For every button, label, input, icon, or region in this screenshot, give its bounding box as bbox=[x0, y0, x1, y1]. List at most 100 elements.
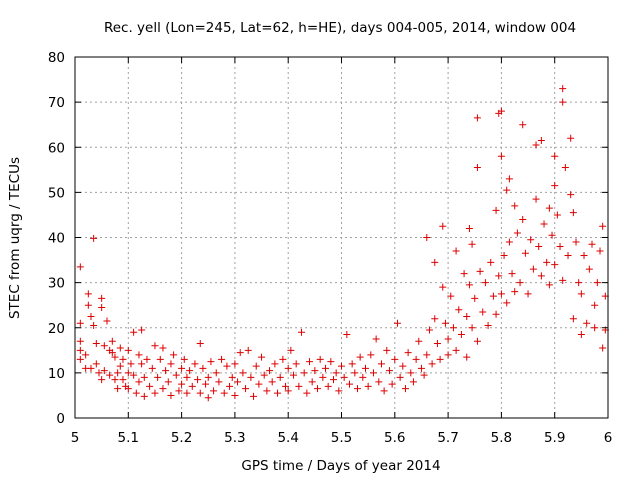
data-point bbox=[545, 204, 553, 212]
data-point bbox=[132, 389, 140, 397]
data-point bbox=[135, 378, 143, 386]
data-point bbox=[569, 209, 577, 217]
data-point bbox=[497, 107, 505, 115]
data-point bbox=[567, 191, 575, 199]
data-point bbox=[473, 114, 481, 122]
data-point bbox=[463, 312, 471, 320]
data-point bbox=[591, 301, 599, 309]
data-point bbox=[569, 315, 577, 323]
data-point bbox=[172, 371, 180, 379]
data-point bbox=[330, 376, 338, 384]
data-point bbox=[481, 279, 489, 287]
data-point bbox=[516, 279, 524, 287]
data-point bbox=[234, 378, 242, 386]
data-point bbox=[215, 378, 223, 386]
data-point bbox=[231, 360, 239, 368]
data-point bbox=[529, 265, 537, 273]
data-point bbox=[588, 240, 596, 248]
data-point bbox=[431, 258, 439, 266]
data-point bbox=[351, 369, 359, 377]
data-point bbox=[380, 387, 388, 395]
data-point bbox=[564, 252, 572, 260]
data-point bbox=[572, 238, 580, 246]
data-point bbox=[537, 136, 545, 144]
data-point bbox=[111, 376, 119, 384]
grid-layer bbox=[75, 57, 608, 418]
data-point bbox=[577, 331, 585, 339]
data-point bbox=[98, 294, 106, 302]
x-tick-label: 5.8 bbox=[491, 430, 512, 446]
data-point bbox=[364, 382, 372, 390]
data-point bbox=[98, 376, 106, 384]
data-point bbox=[175, 387, 183, 395]
y-tick-label: 80 bbox=[48, 50, 65, 66]
data-point bbox=[135, 351, 143, 359]
data-point bbox=[116, 344, 124, 352]
data-point bbox=[359, 373, 367, 381]
x-tick-label: 5.3 bbox=[224, 430, 245, 446]
data-point bbox=[393, 319, 401, 327]
data-point bbox=[343, 331, 351, 339]
data-point bbox=[471, 294, 479, 302]
data-point bbox=[479, 308, 487, 316]
data-point bbox=[449, 324, 457, 332]
data-point bbox=[417, 364, 425, 372]
data-point bbox=[559, 85, 567, 93]
data-point bbox=[194, 376, 202, 384]
data-point bbox=[503, 186, 511, 194]
data-point bbox=[455, 306, 463, 314]
x-tick-label: 5 bbox=[71, 430, 80, 446]
data-point bbox=[433, 340, 441, 348]
y-tick-label: 70 bbox=[48, 95, 65, 111]
y-tick-label: 0 bbox=[56, 411, 65, 427]
y-axis-label: STEC from uqrg / TECUs bbox=[7, 157, 23, 319]
data-point bbox=[423, 234, 431, 241]
data-point bbox=[114, 385, 122, 393]
data-point bbox=[391, 355, 399, 363]
data-point bbox=[465, 224, 473, 232]
data-point bbox=[183, 373, 191, 381]
data-point bbox=[415, 337, 423, 345]
data-point bbox=[111, 353, 119, 361]
data-point bbox=[497, 152, 505, 160]
data-point bbox=[119, 355, 127, 363]
data-point bbox=[353, 385, 361, 393]
data-point bbox=[500, 252, 508, 260]
data-point bbox=[401, 385, 409, 393]
data-point bbox=[92, 360, 100, 368]
data-point bbox=[154, 373, 162, 381]
data-point bbox=[108, 349, 116, 357]
data-point bbox=[537, 272, 545, 280]
data-point bbox=[127, 360, 135, 368]
data-point bbox=[271, 360, 279, 368]
data-point bbox=[593, 279, 601, 287]
data-point bbox=[199, 364, 207, 372]
data-point bbox=[356, 353, 364, 361]
data-point bbox=[476, 267, 484, 275]
data-point bbox=[130, 328, 138, 336]
data-point bbox=[385, 367, 393, 375]
data-point bbox=[140, 373, 148, 381]
data-point bbox=[116, 362, 124, 370]
data-point bbox=[425, 326, 433, 334]
data-point bbox=[196, 389, 204, 397]
data-point bbox=[492, 310, 500, 318]
data-point bbox=[300, 369, 308, 377]
data-point bbox=[332, 369, 340, 377]
data-point bbox=[513, 229, 521, 237]
data-point bbox=[377, 360, 385, 368]
data-point bbox=[361, 364, 369, 372]
data-point bbox=[284, 387, 292, 395]
data-point bbox=[484, 321, 492, 329]
data-point bbox=[327, 358, 335, 366]
y-tick-label: 60 bbox=[48, 140, 65, 156]
x-tick-label: 5.6 bbox=[384, 430, 405, 446]
data-point bbox=[231, 391, 239, 399]
data-point bbox=[130, 371, 138, 379]
data-point bbox=[84, 301, 92, 309]
data-point bbox=[151, 389, 159, 397]
data-point bbox=[255, 380, 263, 388]
data-point bbox=[551, 261, 559, 269]
data-point bbox=[124, 385, 132, 393]
data-point bbox=[468, 240, 476, 248]
